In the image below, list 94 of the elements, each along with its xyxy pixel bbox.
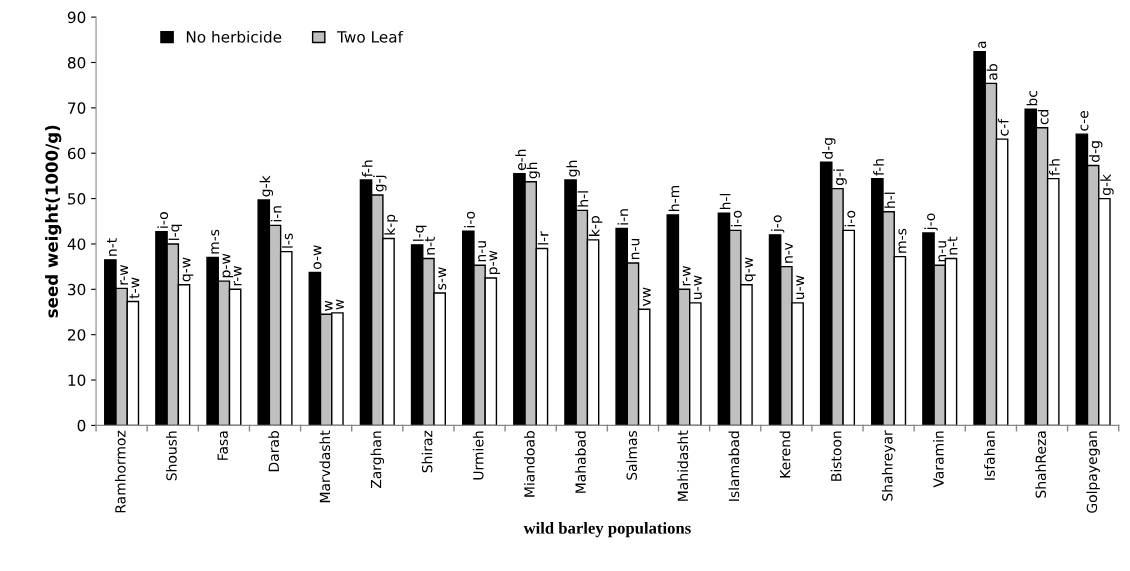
- data-label: p-w: [222, 253, 234, 278]
- data-label: o-w: [313, 245, 322, 270]
- data-label: ab: [986, 64, 998, 80]
- y-tick-label: 90: [67, 11, 86, 24]
- data-label: g-k: [1100, 174, 1114, 196]
- data-label: c-e: [1080, 110, 1089, 131]
- data-label: h-l: [884, 192, 895, 208]
- x-tick-label: ShahReza: [1035, 431, 1047, 498]
- x-tick-label: Urmieh: [472, 431, 484, 480]
- x-tick-label: Ramhormoz: [114, 430, 126, 513]
- x-tick-label: Mahabad: [575, 431, 586, 493]
- data-label: c-f: [997, 118, 1009, 136]
- data-label: l-q: [413, 225, 427, 241]
- x-tick-label: Shahreyar: [881, 430, 896, 501]
- x-tick-label: Miandoab: [523, 431, 535, 497]
- data-label: i-n: [270, 206, 282, 222]
- data-label: p-w: [489, 250, 501, 274]
- data-label: l-r: [537, 231, 549, 245]
- x-tick-label: Isfahan: [984, 431, 995, 480]
- data-label: u-w: [693, 275, 702, 300]
- data-label: g-j: [373, 175, 387, 192]
- x-tick-label: Marvdasht: [319, 430, 331, 503]
- y-tick-label: 80: [67, 56, 86, 69]
- data-label: g-k: [259, 175, 274, 197]
- data-label: m-s: [211, 229, 220, 254]
- x-tick-label: Mahidasht: [677, 430, 689, 501]
- x-tick-label: Varamin: [933, 431, 944, 488]
- x-tick-label: Shiraz: [421, 430, 433, 473]
- data-label: n-v: [784, 242, 793, 263]
- y-tick-label: 60: [67, 147, 86, 160]
- data-label: n-u: [478, 241, 487, 262]
- data-label: i-o: [731, 210, 742, 227]
- data-label: l-q: [168, 224, 183, 240]
- data-label: i-o: [844, 210, 856, 227]
- data-label: k-p: [384, 214, 398, 235]
- data-label: bc: [1026, 90, 1038, 106]
- data-label: gh: [566, 160, 580, 177]
- x-tick-label: Islamabad: [728, 431, 740, 501]
- x-tick-label: Kerend: [779, 431, 791, 478]
- data-label: u-w: [796, 275, 805, 300]
- data-label: w: [324, 300, 333, 311]
- x-tick-label: Fasa: [217, 431, 228, 460]
- data-label: r-w: [682, 265, 691, 286]
- y-tick-label: 30: [68, 283, 86, 296]
- data-label: h-l: [719, 194, 731, 210]
- x-tick-label: Salmas: [626, 430, 637, 480]
- data-label: gh: [526, 162, 540, 179]
- y-tick-label: 40: [67, 238, 86, 250]
- y-axis-title: seed weight(1000/g): [45, 125, 62, 318]
- data-label: i-o: [157, 212, 169, 228]
- data-label: s-w: [438, 267, 447, 290]
- data-label: j-o: [770, 215, 785, 233]
- data-label: w: [336, 299, 344, 310]
- x-axis-title: wild barley populations: [523, 522, 691, 538]
- data-label: k-p: [588, 216, 603, 236]
- x-tick-label: Golpayegan: [1086, 431, 1100, 513]
- data-label: i-o: [464, 211, 475, 228]
- data-label: d-g: [822, 138, 836, 159]
- data-label: t-w: [129, 277, 140, 299]
- y-tick-label: 20: [68, 329, 86, 341]
- x-tick-label: Shoush: [166, 431, 177, 481]
- legend-label: No herbicide: [186, 30, 282, 43]
- data-label: n-t: [107, 238, 117, 256]
- data-label: l-s: [282, 233, 293, 248]
- data-label: n-t: [425, 236, 435, 255]
- data-label: n-u: [938, 241, 947, 262]
- y-tick-label: 50: [68, 193, 86, 205]
- data-label: r-w: [233, 265, 242, 286]
- data-label: d-g: [1088, 141, 1103, 162]
- data-label: q-w: [745, 257, 756, 282]
- y-tick-label: 70: [68, 102, 86, 114]
- data-label: h-l: [577, 191, 589, 207]
- data-label: e-h: [515, 149, 527, 171]
- data-label: m-s: [898, 228, 907, 253]
- data-label: f-h: [361, 160, 373, 177]
- data-label: r-w: [120, 265, 129, 285]
- data-label: f-h: [873, 159, 884, 176]
- legend-label: Two Leaf: [337, 30, 404, 43]
- data-label: i-n: [617, 209, 629, 225]
- x-tick-label: Bistoon: [830, 431, 842, 481]
- data-label: q-w: [182, 257, 194, 282]
- x-tick-label: Zarghan: [370, 431, 384, 489]
- data-label: n-u: [631, 238, 640, 260]
- data-label: j-o: [924, 213, 938, 231]
- x-tick-label: Darab: [268, 431, 280, 472]
- data-label: n-t: [947, 236, 958, 255]
- y-tick-label: 0: [77, 419, 86, 432]
- data-label: h-m: [668, 186, 680, 211]
- data-label: cd: [1037, 109, 1049, 125]
- data-label: a: [978, 41, 987, 49]
- data-label: g-i: [833, 169, 847, 186]
- y-tick-label: 10: [68, 374, 86, 387]
- data-label: f-h: [1049, 159, 1060, 176]
- data-label: vw: [642, 287, 651, 307]
